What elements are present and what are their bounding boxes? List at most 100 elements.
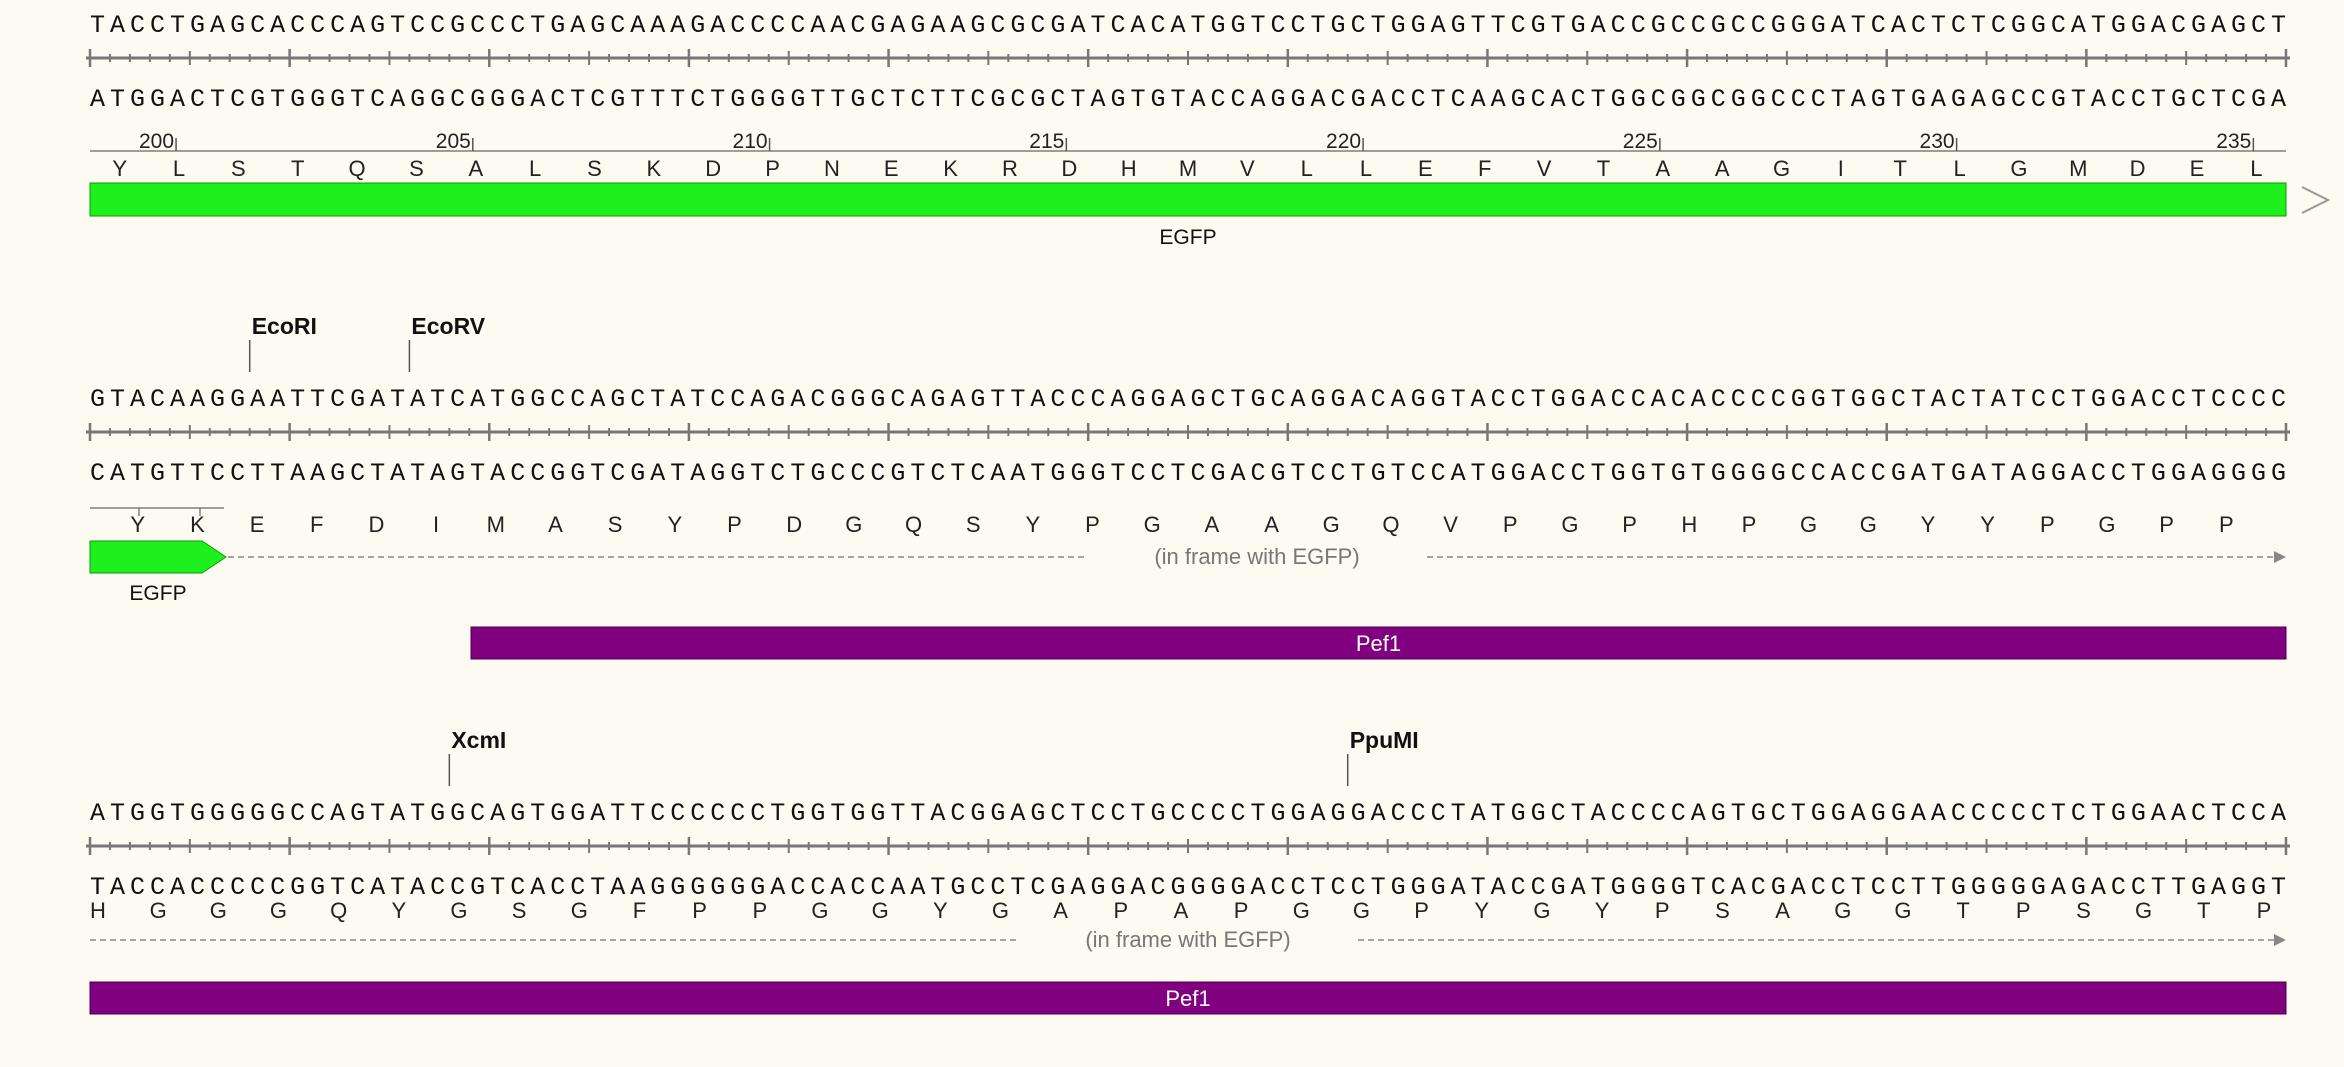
amino-acid: E xyxy=(1418,156,1433,181)
amino-acid: P xyxy=(2257,898,2272,923)
amino-acid: A xyxy=(1715,156,1730,181)
sequence-top-strand: GTACAAGGAATTCGATATCATGGCCAGCTATCCAGACGGG… xyxy=(90,385,2286,414)
amino-acid: Y xyxy=(1026,512,1041,537)
feature-label-egfp: EGFP xyxy=(1159,226,1216,249)
feature-bar-pef1 xyxy=(89,981,2287,1015)
amino-acid: G xyxy=(1353,898,1370,923)
amino-acid: P xyxy=(2040,512,2055,537)
amino-acid: K xyxy=(646,156,661,181)
aa-number: 200 xyxy=(139,130,174,153)
aa-number: 225 xyxy=(1623,130,1658,153)
amino-acid: P xyxy=(1234,898,1249,923)
frame-arrow-icon xyxy=(2274,551,2286,563)
amino-acid: E xyxy=(884,156,899,181)
amino-acid: L xyxy=(173,156,185,181)
amino-acid: F xyxy=(1478,156,1491,181)
aa-number: 230 xyxy=(1920,130,1955,153)
aa-number: 205 xyxy=(436,130,471,153)
amino-acid: M xyxy=(1179,156,1197,181)
amino-acid: Y xyxy=(1921,512,1936,537)
amino-acid: S xyxy=(608,512,623,537)
amino-acid: G xyxy=(1860,512,1877,537)
frame-note: (in frame with EGFP) xyxy=(1154,544,1359,569)
amino-acid: G xyxy=(450,898,467,923)
amino-acid: F xyxy=(633,898,646,923)
amino-acid: G xyxy=(150,898,167,923)
amino-acid: P xyxy=(2159,512,2174,537)
amino-acid: H xyxy=(90,898,106,923)
amino-acid: K xyxy=(943,156,958,181)
amino-acid: Y xyxy=(391,898,406,923)
amino-acid: P xyxy=(752,898,767,923)
aa-number: 235 xyxy=(2216,130,2251,153)
amino-acid: S xyxy=(1715,898,1730,923)
amino-acid: Y xyxy=(1474,898,1489,923)
amino-acid: G xyxy=(811,898,828,923)
amino-acid: H xyxy=(1121,156,1137,181)
amino-acid: G xyxy=(1533,898,1550,923)
amino-acid: D xyxy=(1061,156,1077,181)
amino-acid: G xyxy=(1773,156,1790,181)
amino-acid: Y xyxy=(1595,898,1610,923)
amino-acid: F xyxy=(310,512,323,537)
amino-acid: Y xyxy=(1980,512,1995,537)
amino-acid: A xyxy=(548,512,563,537)
amino-acid: G xyxy=(1561,512,1578,537)
amino-acid: G xyxy=(1834,898,1851,923)
amino-acid: A xyxy=(1655,156,1670,181)
amino-acid: S xyxy=(512,898,527,923)
amino-acid: Y xyxy=(130,512,145,537)
feature-bar-pef1 xyxy=(470,626,2287,660)
feature-label-pef1: Pef1 xyxy=(1356,631,1401,656)
restriction-site-ecori: EcoRI xyxy=(252,313,317,339)
amino-acid: P xyxy=(2016,898,2031,923)
amino-acid: A xyxy=(1264,512,1279,537)
amino-acid: G xyxy=(1894,898,1911,923)
amino-acid: P xyxy=(1503,512,1518,537)
amino-acid: Q xyxy=(330,898,347,923)
amino-acid: G xyxy=(2135,898,2152,923)
amino-acid: P xyxy=(1622,512,1637,537)
amino-acid: G xyxy=(872,898,889,923)
restriction-site-ecorv: EcoRV xyxy=(411,313,485,339)
amino-acid: L xyxy=(2250,156,2262,181)
amino-acid: P xyxy=(1742,512,1757,537)
amino-acid: P xyxy=(1113,898,1128,923)
amino-acid: G xyxy=(2098,512,2115,537)
amino-acid: G xyxy=(210,898,227,923)
amino-acid: P xyxy=(1414,898,1429,923)
amino-acid: P xyxy=(765,156,780,181)
amino-acid: M xyxy=(2069,156,2087,181)
amino-acid: Y xyxy=(112,156,127,181)
amino-acid: T xyxy=(1956,898,1969,923)
amino-acid: H xyxy=(1681,512,1697,537)
amino-acid: E xyxy=(250,512,265,537)
amino-acid: T xyxy=(1597,156,1610,181)
amino-acid: A xyxy=(468,156,483,181)
amino-acid: I xyxy=(433,512,439,537)
amino-acid: A xyxy=(1174,898,1189,923)
amino-acid: D xyxy=(368,512,384,537)
aa-number: 220 xyxy=(1326,130,1361,153)
amino-acid: G xyxy=(1144,512,1161,537)
amino-acid: G xyxy=(1800,512,1817,537)
amino-acid: L xyxy=(1301,156,1313,181)
amino-acid: S xyxy=(231,156,246,181)
amino-acid: T xyxy=(1893,156,1906,181)
amino-acid: P xyxy=(1655,898,1670,923)
amino-acid: Q xyxy=(1382,512,1399,537)
amino-acid: G xyxy=(1293,898,1310,923)
feature-bar-egfp-end xyxy=(89,540,227,574)
amino-acid: G xyxy=(845,512,862,537)
amino-acid: D xyxy=(705,156,721,181)
amino-acid: P xyxy=(727,512,742,537)
sequence-top-strand: ATGGTGGGGGCCAGTATGGCAGTGGATTCCCCCCTGGTGG… xyxy=(90,799,2286,828)
amino-acid: L xyxy=(1360,156,1372,181)
amino-acid: T xyxy=(291,156,304,181)
amino-acid: Q xyxy=(349,156,366,181)
restriction-site-ppumi: PpuMI xyxy=(1350,727,1419,753)
aa-number: 210 xyxy=(733,130,768,153)
restriction-site-xcmi: XcmI xyxy=(451,727,506,753)
amino-acid: E xyxy=(2190,156,2205,181)
amino-acid: Q xyxy=(905,512,922,537)
